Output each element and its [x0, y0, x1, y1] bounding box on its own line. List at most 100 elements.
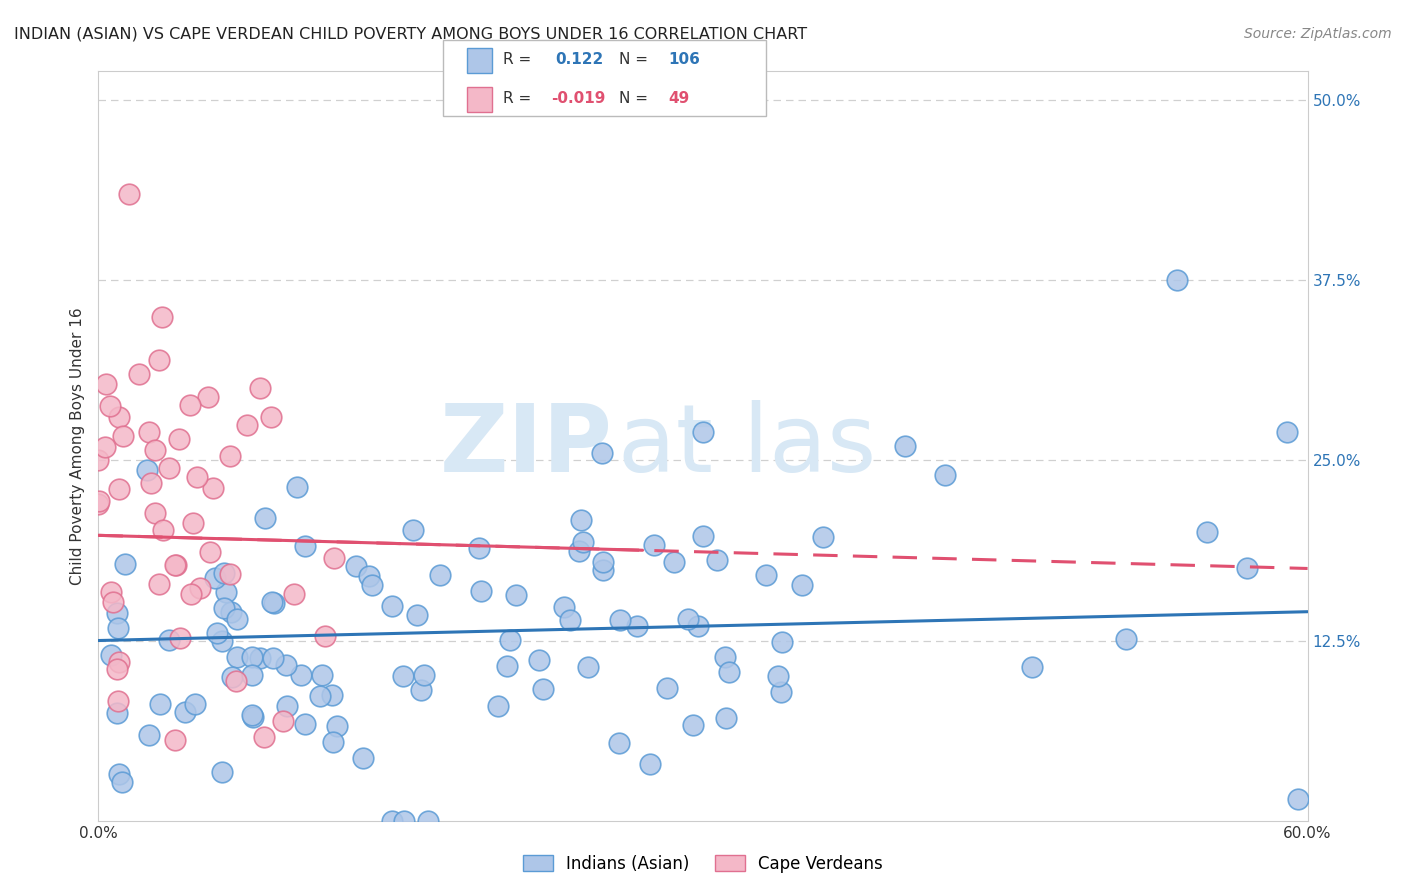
Point: [111, 774, 134, 789]
Point: [576, 659, 599, 673]
Point: [527, 653, 550, 667]
Text: INDIAN (ASIAN) VS CAPE VERDEAN CHILD POVERTY AMONG BOYS UNDER 16 CORRELATION CHA: INDIAN (ASIAN) VS CAPE VERDEAN CHILD POV…: [14, 27, 807, 42]
Point: [235, 417, 257, 432]
Point: [98, 399, 121, 413]
Point: [790, 578, 813, 592]
Text: 106: 106: [668, 53, 700, 67]
Point: [152, 523, 174, 537]
Point: [167, 432, 190, 446]
Point: [149, 697, 172, 711]
Text: N =: N =: [619, 91, 648, 105]
Point: [105, 662, 128, 676]
Point: [212, 566, 235, 581]
Point: [205, 626, 228, 640]
Point: [714, 711, 737, 725]
Y-axis label: Child Poverty Among Boys Under 16: Child Poverty Among Boys Under 16: [69, 307, 84, 585]
Point: [486, 698, 509, 713]
Point: [470, 584, 492, 599]
Point: [412, 668, 434, 682]
Point: [197, 390, 219, 404]
Text: N =: N =: [619, 53, 648, 67]
Point: [107, 482, 129, 496]
Point: [344, 559, 367, 574]
Point: [163, 733, 186, 747]
Point: [294, 717, 316, 731]
Point: [314, 629, 336, 643]
Point: [717, 665, 740, 680]
Point: [249, 381, 271, 395]
Point: [240, 667, 263, 681]
Point: [1195, 525, 1218, 540]
Point: [260, 410, 283, 425]
Point: [643, 538, 665, 552]
Point: [139, 476, 162, 491]
Point: [226, 612, 249, 626]
Point: [405, 608, 427, 623]
Point: [105, 606, 128, 620]
Point: [190, 582, 212, 596]
Point: [357, 569, 380, 583]
Point: [181, 516, 204, 530]
Point: [157, 632, 180, 647]
Point: [186, 469, 208, 483]
Point: [212, 601, 235, 615]
Point: [811, 530, 834, 544]
Point: [143, 443, 166, 458]
Point: [100, 584, 122, 599]
Point: [655, 681, 678, 696]
Point: [321, 688, 343, 702]
Point: [215, 584, 238, 599]
Point: [1166, 273, 1188, 287]
Point: [94, 441, 117, 455]
Point: [107, 694, 129, 708]
Point: [496, 659, 519, 673]
Point: [107, 410, 129, 425]
Point: [505, 588, 527, 602]
Point: [692, 425, 714, 439]
Point: [165, 558, 187, 572]
Point: [638, 756, 661, 771]
Text: R =: R =: [503, 91, 531, 105]
Point: [770, 685, 793, 699]
Point: [202, 481, 225, 495]
Point: [607, 736, 630, 750]
Text: ZIP: ZIP: [440, 400, 613, 492]
Point: [211, 764, 233, 779]
Point: [402, 523, 425, 537]
Point: [285, 479, 308, 493]
Point: [678, 612, 700, 626]
Point: [128, 367, 150, 381]
Point: [352, 751, 374, 765]
Point: [219, 449, 242, 463]
Point: [271, 714, 294, 728]
Point: [768, 669, 790, 683]
Point: [311, 668, 333, 682]
Point: [276, 658, 298, 673]
Point: [409, 682, 432, 697]
Point: [294, 539, 316, 553]
Text: 49: 49: [668, 91, 689, 105]
Point: [262, 595, 284, 609]
Point: [211, 634, 233, 648]
Point: [429, 567, 451, 582]
Point: [148, 576, 170, 591]
Point: [219, 566, 242, 581]
Point: [198, 545, 221, 559]
Point: [107, 766, 129, 780]
Point: [143, 506, 166, 520]
Point: [499, 633, 522, 648]
Point: [591, 446, 613, 460]
Point: [1286, 792, 1309, 806]
Point: [183, 697, 205, 711]
Point: [262, 651, 284, 665]
Point: [381, 599, 404, 613]
Text: 0.122: 0.122: [555, 53, 603, 67]
Point: [225, 673, 247, 688]
Point: [226, 650, 249, 665]
Point: [682, 718, 704, 732]
Point: [714, 649, 737, 664]
Point: [283, 587, 305, 601]
Legend: Indians (Asian), Cape Verdeans: Indians (Asian), Cape Verdeans: [516, 848, 890, 880]
Point: [418, 814, 440, 828]
Point: [276, 698, 298, 713]
